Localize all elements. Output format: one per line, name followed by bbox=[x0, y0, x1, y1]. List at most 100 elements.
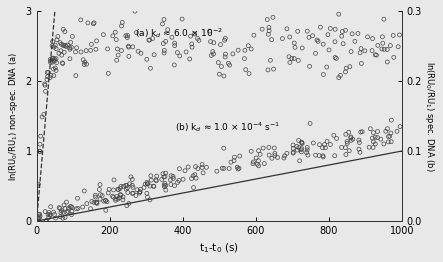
Point bbox=[45, 215, 52, 220]
Point bbox=[245, 72, 253, 76]
Point bbox=[160, 175, 167, 179]
Point bbox=[249, 162, 256, 166]
Point bbox=[264, 68, 272, 72]
Point bbox=[87, 48, 94, 52]
Point bbox=[217, 42, 224, 47]
Point bbox=[136, 190, 144, 194]
Point bbox=[90, 200, 97, 204]
Point bbox=[159, 22, 166, 26]
Point bbox=[74, 196, 81, 200]
Point bbox=[69, 205, 76, 210]
Point bbox=[270, 67, 277, 71]
Point bbox=[267, 58, 274, 62]
Point bbox=[315, 154, 323, 158]
Point bbox=[81, 62, 88, 67]
Point bbox=[44, 70, 51, 74]
Point bbox=[113, 194, 120, 199]
Point bbox=[146, 38, 153, 42]
Point bbox=[193, 176, 200, 180]
Point bbox=[114, 47, 121, 51]
Point bbox=[41, 82, 48, 86]
Point bbox=[135, 49, 142, 53]
Point bbox=[225, 166, 233, 171]
Point bbox=[150, 184, 157, 188]
Point bbox=[342, 132, 350, 137]
Point bbox=[395, 45, 402, 49]
Point bbox=[129, 177, 136, 182]
Point bbox=[207, 40, 214, 44]
Point bbox=[226, 63, 233, 67]
Point bbox=[254, 162, 261, 166]
Point bbox=[118, 48, 125, 53]
Point bbox=[147, 198, 154, 202]
Point bbox=[123, 183, 130, 187]
Point bbox=[50, 58, 57, 62]
Point bbox=[294, 29, 301, 33]
Point bbox=[374, 43, 381, 47]
Point bbox=[43, 77, 51, 81]
Point bbox=[120, 195, 127, 199]
Point bbox=[294, 148, 301, 152]
Point bbox=[176, 167, 183, 171]
Point bbox=[380, 142, 387, 146]
Point bbox=[179, 17, 186, 21]
Point bbox=[105, 71, 112, 75]
Point bbox=[50, 74, 57, 78]
Point bbox=[68, 209, 75, 214]
Point bbox=[187, 34, 194, 38]
Point bbox=[72, 74, 79, 78]
Point bbox=[384, 47, 391, 52]
Point bbox=[281, 154, 288, 158]
Point bbox=[35, 216, 42, 221]
Point bbox=[123, 187, 130, 191]
Point bbox=[176, 54, 183, 58]
Point bbox=[320, 42, 327, 46]
Point bbox=[215, 61, 222, 65]
Point bbox=[222, 55, 229, 59]
Point bbox=[361, 49, 369, 53]
Point bbox=[306, 64, 313, 68]
Point bbox=[159, 172, 167, 176]
Point bbox=[298, 140, 305, 144]
Point bbox=[319, 146, 326, 150]
Point bbox=[359, 130, 366, 134]
Point bbox=[100, 199, 107, 203]
Point bbox=[66, 46, 74, 50]
Point bbox=[194, 36, 201, 41]
Point bbox=[385, 134, 392, 139]
Point bbox=[285, 54, 292, 59]
Point bbox=[385, 140, 392, 144]
Point bbox=[42, 210, 49, 214]
Point bbox=[265, 153, 272, 157]
Point bbox=[55, 51, 62, 55]
Point bbox=[337, 73, 344, 78]
Point bbox=[185, 165, 192, 169]
Point bbox=[66, 204, 74, 209]
Point bbox=[158, 177, 165, 182]
Point bbox=[62, 43, 69, 48]
Point bbox=[133, 188, 140, 192]
Point bbox=[93, 200, 100, 205]
Point bbox=[241, 48, 249, 52]
Point bbox=[346, 64, 354, 69]
Point bbox=[227, 160, 234, 164]
Point bbox=[268, 156, 276, 160]
Point bbox=[54, 34, 62, 39]
Point bbox=[331, 40, 338, 44]
Point bbox=[233, 165, 241, 169]
Point bbox=[115, 188, 122, 192]
Point bbox=[132, 193, 140, 198]
Point bbox=[345, 130, 352, 134]
Point bbox=[49, 56, 56, 60]
Point bbox=[171, 41, 178, 45]
Point bbox=[347, 135, 354, 139]
Point bbox=[206, 29, 213, 33]
Point bbox=[68, 205, 75, 209]
Point bbox=[349, 137, 356, 141]
Point bbox=[81, 60, 88, 64]
Point bbox=[160, 51, 167, 55]
Point bbox=[314, 38, 321, 42]
Point bbox=[109, 34, 117, 38]
Point bbox=[162, 183, 169, 188]
Point bbox=[125, 54, 132, 58]
